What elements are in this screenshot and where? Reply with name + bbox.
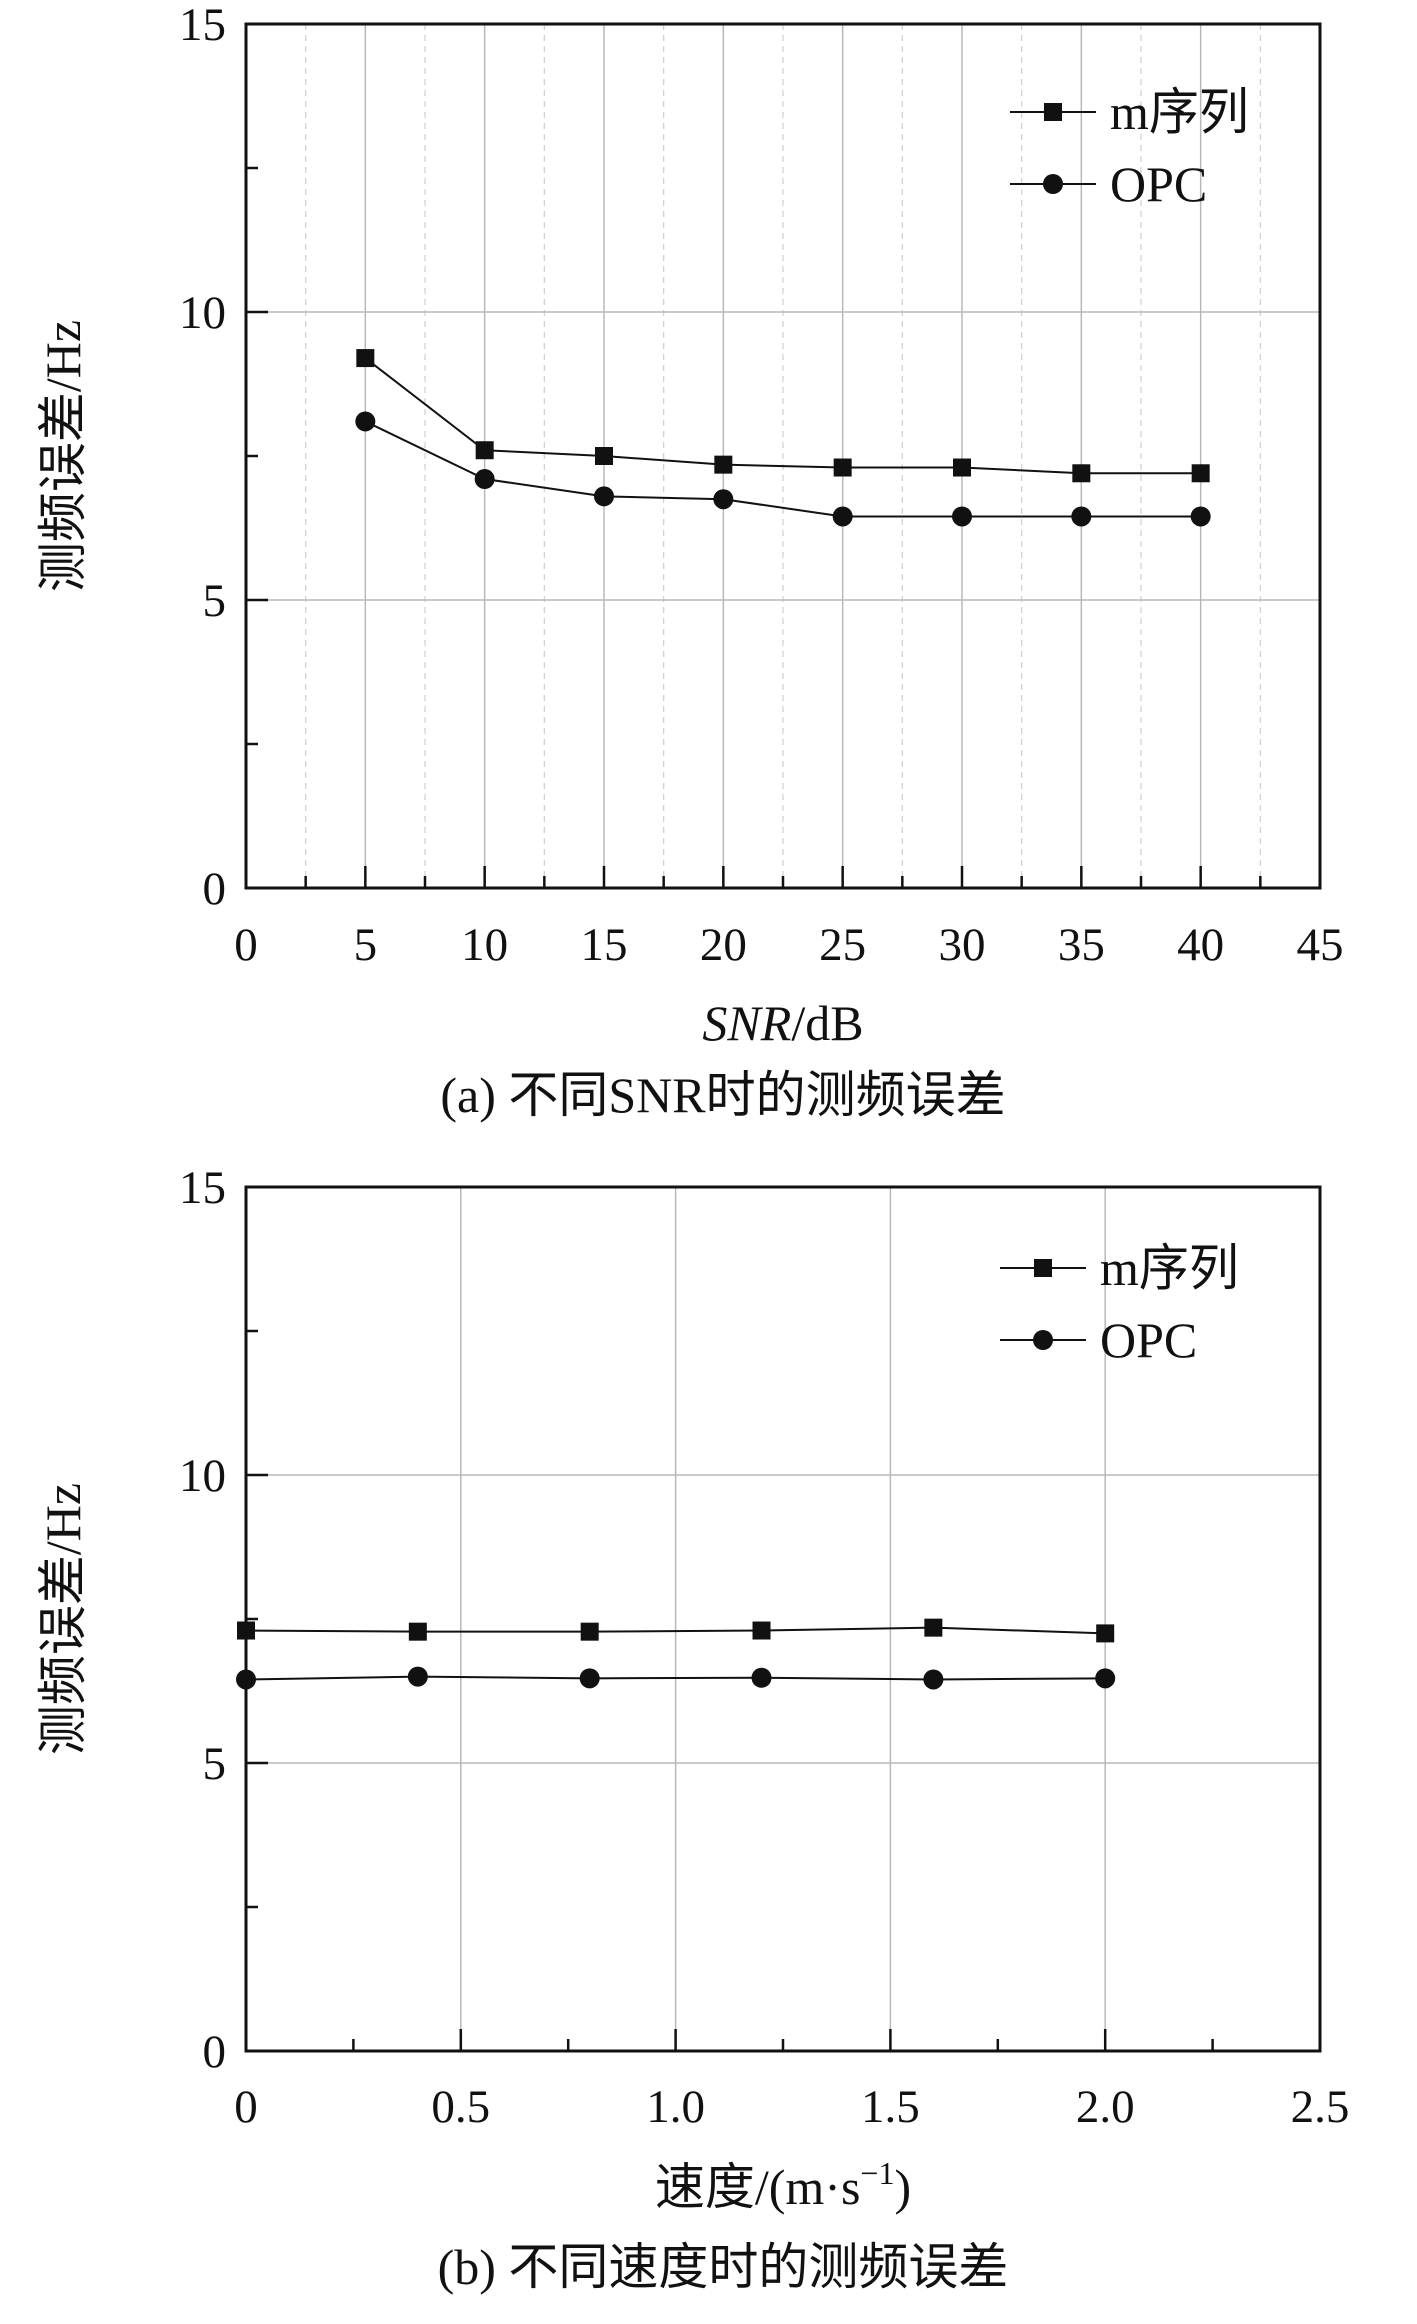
chart-a-x-tick-label: 10 — [461, 919, 508, 971]
chart-b-x-tick-label: 1.5 — [861, 2081, 920, 2133]
chart-a-y-tick-label: 5 — [203, 575, 227, 627]
chart-a-series-1-point — [356, 349, 375, 368]
chart-a-ticks: 0 5 10 15 20 25 30 35 40 45 0 5 10 15 — [179, 0, 1344, 971]
chart-a-legend-label-1: m序列 — [1110, 84, 1249, 140]
chart-a-series-2-point — [474, 469, 495, 490]
chart-b-y-tick-label: 10 — [179, 1450, 226, 1502]
chart-b-series-line-1 — [245, 1626, 1106, 1635]
chart-a-x-tick-label: 35 — [1058, 919, 1105, 971]
chart-b-series-1-point — [408, 1622, 427, 1641]
chart-b-x-axis-superscript: −1 — [860, 2155, 894, 2191]
chart-b-ticks: 0 0.5 1.0 1.5 2.0 2.5 0 5 10 15 — [179, 1162, 1349, 2133]
chart-b-series-2-point — [1095, 1668, 1116, 1689]
chart-a-x-tick-label: 40 — [1177, 919, 1224, 971]
chart-a-x-axis-label: SNR/dB — [702, 995, 863, 1051]
chart-b-legend-marker-square — [1034, 1259, 1052, 1277]
chart-a-series-1-point — [595, 447, 613, 465]
chart-a-series-line-2 — [364, 420, 1201, 518]
chart-a-legend: m序列 OPC — [1010, 84, 1249, 212]
chart-b-y-tick-label: 5 — [203, 1738, 227, 1790]
chart-a-x-tick-label: 30 — [939, 919, 986, 971]
chart-a-lines — [364, 357, 1201, 518]
chart-a-series-1-point — [833, 458, 852, 477]
chart-a-series-2-point — [952, 506, 972, 527]
chart-a-x-axis-unit: /dB — [791, 995, 863, 1051]
chart-b-legend: m序列 OPC — [1000, 1240, 1239, 1368]
chart-a-legend-marker-circle — [1043, 174, 1063, 194]
chart-b-y-tick-label: 0 — [203, 2026, 227, 2078]
chart-b-series-1-point — [1096, 1624, 1115, 1643]
chart-a-x-axis-var: SNR — [702, 995, 791, 1051]
chart-b-series-line-2 — [245, 1675, 1106, 1681]
chart-b-x-axis-prefix: 速度/(m·s — [655, 2159, 861, 2215]
chart-b-caption: (b) 不同速度时的测频误差 — [438, 2239, 1009, 2295]
chart-b-x-tick-label: 0 — [234, 2081, 258, 2133]
chart-a-series-2-point — [1071, 506, 1092, 527]
chart-a-x-tick-label: 45 — [1297, 919, 1344, 971]
chart-a-series-2-point — [832, 506, 853, 527]
chart-a-legend-label-2: OPC — [1110, 156, 1207, 212]
chart-b-series-1-point — [924, 1618, 943, 1637]
chart-b-x-tick-label: 0.5 — [431, 2081, 490, 2133]
chart-b-y-tick-label: 15 — [179, 1162, 226, 1214]
chart-a-y-axis-label: 测频误差/Hz — [35, 320, 91, 592]
chart-b-grid — [246, 1187, 1320, 2051]
chart-a-series-1-point — [1072, 464, 1091, 483]
chart-a-y-tick-label: 15 — [179, 0, 226, 51]
chart-a-y-tick-label: 0 — [203, 863, 227, 915]
chart-b-legend-marker-circle — [1033, 1330, 1053, 1350]
chart-a-legend-marker-square — [1044, 103, 1062, 121]
chart-b-legend-label-2: OPC — [1100, 1312, 1197, 1368]
chart-b-x-axis-suffix: ) — [894, 2159, 911, 2215]
chart-a-series-2-point — [1190, 506, 1211, 527]
chart-a-series-2-point — [355, 411, 376, 432]
chart-a-series-1-point — [475, 441, 494, 460]
chart-b-x-tick-label: 2.5 — [1291, 2081, 1350, 2133]
chart-b-series-1-point — [752, 1621, 771, 1640]
chart-b: 0 0.5 1.0 1.5 2.0 2.5 0 5 10 15 m序列 OPC 测频误差/Hz 速度… — [35, 1162, 1349, 2295]
chart-a-series-1-point — [1191, 464, 1210, 483]
chart-a-x-tick-label: 0 — [234, 919, 258, 971]
chart-a-y-tick-label: 10 — [179, 287, 226, 339]
chart-a-series-2-point — [594, 486, 614, 507]
chart-b-x-tick-label: 1.0 — [646, 2081, 705, 2133]
chart-b-series-2-point — [579, 1668, 600, 1689]
chart-b-legend-label-1: m序列 — [1100, 1240, 1239, 1296]
chart-a-x-tick-label: 15 — [581, 919, 628, 971]
chart-b-x-axis-label: 速度/(m·s−1) — [655, 2155, 911, 2215]
chart-a-series-1-point — [714, 455, 733, 474]
chart-a-x-tick-label: 5 — [354, 919, 378, 971]
chart-a-series-line-1 — [364, 357, 1201, 475]
chart-a-series-1-point — [953, 458, 971, 477]
chart-a-caption: (a) 不同SNR时的测频误差 — [440, 1067, 1005, 1123]
chart-b-series-2-point — [751, 1667, 772, 1688]
chart-a-series-2-point — [713, 489, 734, 510]
chart-a-grid — [246, 24, 1320, 888]
chart-b-y-axis-label: 测频误差/Hz — [35, 1483, 91, 1755]
chart-b-lines — [245, 1626, 1106, 1681]
chart-a-x-tick-label: 25 — [819, 919, 866, 971]
chart-b-series-2-point — [407, 1666, 428, 1687]
chart-a-x-tick-label: 20 — [700, 919, 747, 971]
chart-b-x-tick-label: 2.0 — [1076, 2081, 1135, 2133]
chart-a-markers — [355, 349, 1211, 527]
chart-b-series-1-point — [580, 1622, 599, 1641]
chart-b-series-2-point — [923, 1669, 944, 1690]
chart-b-markers — [236, 1618, 1116, 1690]
